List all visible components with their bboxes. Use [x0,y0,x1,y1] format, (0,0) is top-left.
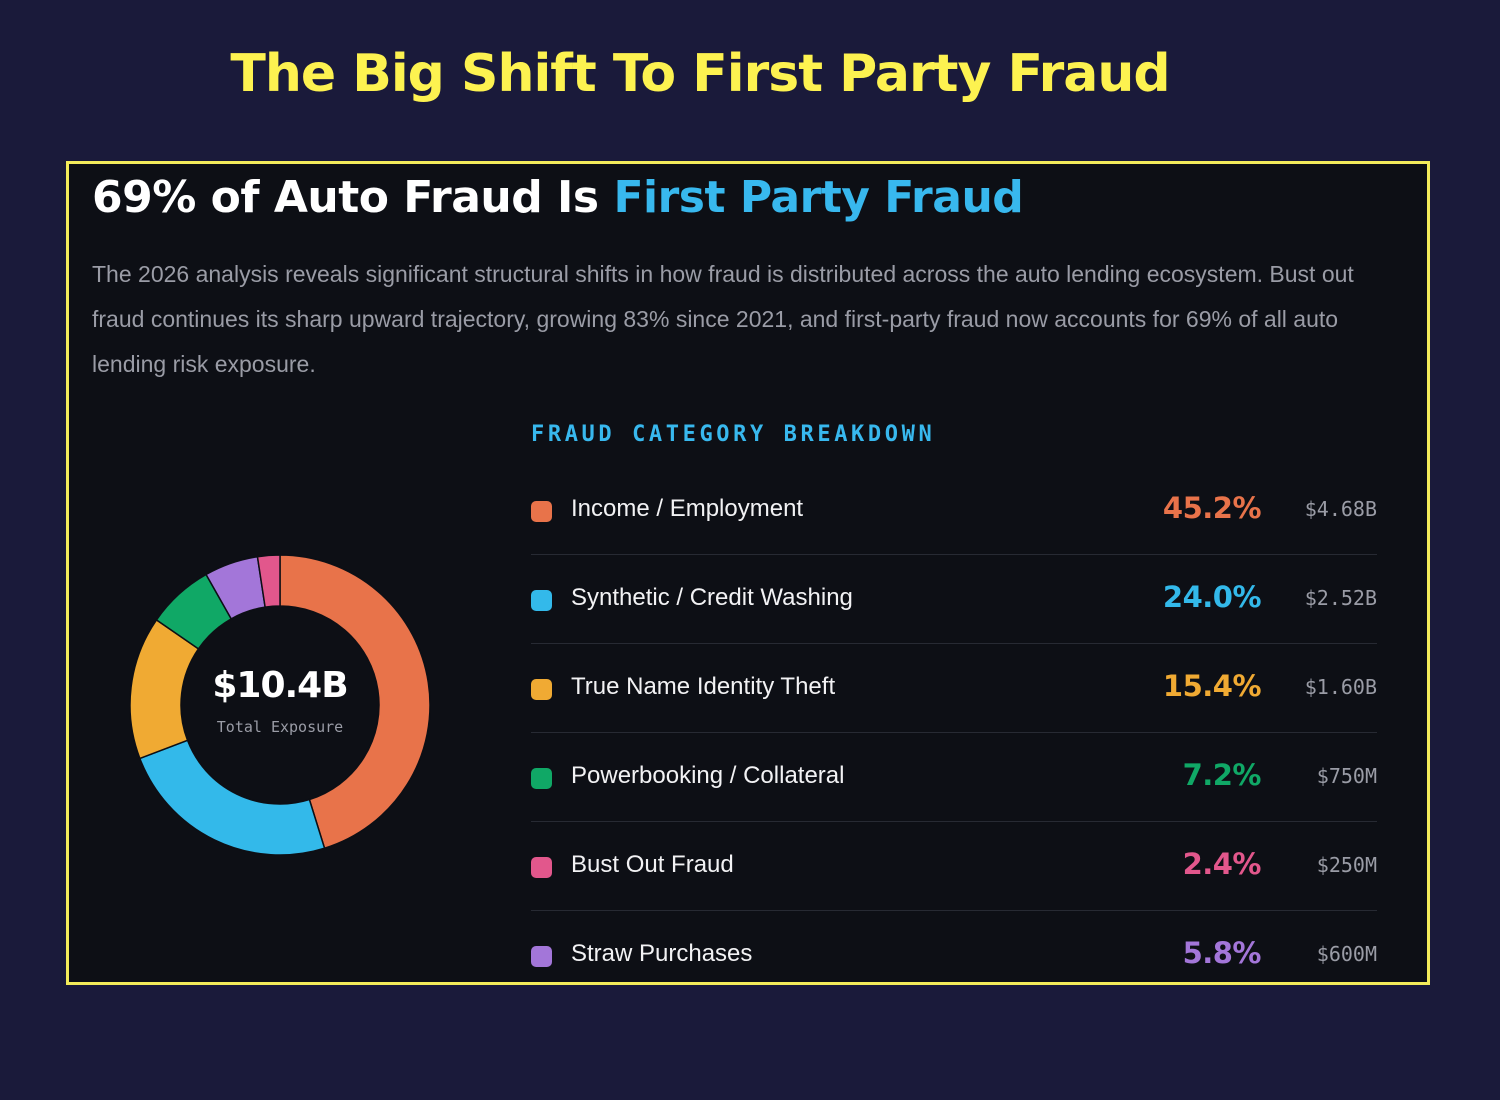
legend-swatch [531,768,552,789]
legend-swatch [531,857,552,878]
breakdown-row: Synthetic / Credit Washing 24.0% $2.52B [531,555,1377,644]
legend-swatch [531,501,552,522]
breakdown-row: Powerbooking / Collateral 7.2% $750M [531,733,1377,822]
category-label: Income / Employment [571,495,804,522]
category-label: Bust Out Fraud [571,851,734,878]
breakdown-row: True Name Identity Theft 15.4% $1.60B [531,644,1377,733]
category-amount: $1.60B [1304,675,1377,699]
category-percent: 7.2% [1182,758,1262,792]
category-label: True Name Identity Theft [571,673,836,700]
category-percent: 45.2% [1162,491,1262,525]
category-percent: 15.4% [1162,669,1262,703]
donut-svg [129,554,431,856]
category-percent: 5.8% [1182,936,1262,970]
fraud-panel: 69% of Auto Fraud Is First Party Fraud T… [66,161,1430,985]
category-amount: $600M [1316,942,1377,966]
panel-description: The 2026 analysis reveals significant st… [92,261,1354,377]
donut-center: $10.4B Total Exposure [124,549,436,861]
category-amount: $4.68B [1304,497,1377,521]
panel-headline: 69% of Auto Fraud Is First Party Fraud [92,172,1024,223]
breakdown-list: Income / Employment 45.2% $4.68B Synthetic … [531,466,1377,999]
total-exposure-value: $10.4B [212,664,348,706]
category-label: Synthetic / Credit Washing [571,584,853,611]
breakdown-row: Straw Purchases 5.8% $600M [531,911,1377,999]
category-label: Straw Purchases [571,940,753,967]
category-amount: $750M [1316,764,1377,788]
headline-accent: First Party Fraud [613,172,1024,223]
legend-swatch [531,590,552,611]
breakdown-row: Bust Out Fraud 2.4% $250M [531,822,1377,911]
category-amount: $250M [1316,853,1377,877]
legend-swatch [531,946,552,967]
total-exposure-label: Total Exposure [216,717,344,736]
donut-slice [279,554,431,850]
donut-chart: $10.4B Total Exposure [124,549,436,861]
page-title: The Big Shift To First Party Fraud [230,44,1170,104]
donut-slice [256,554,281,608]
category-amount: $2.52B [1304,586,1377,610]
legend-swatch [531,679,552,700]
category-percent: 2.4% [1182,847,1262,881]
headline-prefix: 69% of Auto Fraud Is [92,172,614,223]
category-percent: 24.0% [1162,580,1262,614]
breakdown-heading: FRAUD CATEGORY BREAKDOWN [531,422,936,447]
category-label: Powerbooking / Collateral [571,762,845,789]
breakdown-row: Income / Employment 45.2% $4.68B [531,466,1377,555]
